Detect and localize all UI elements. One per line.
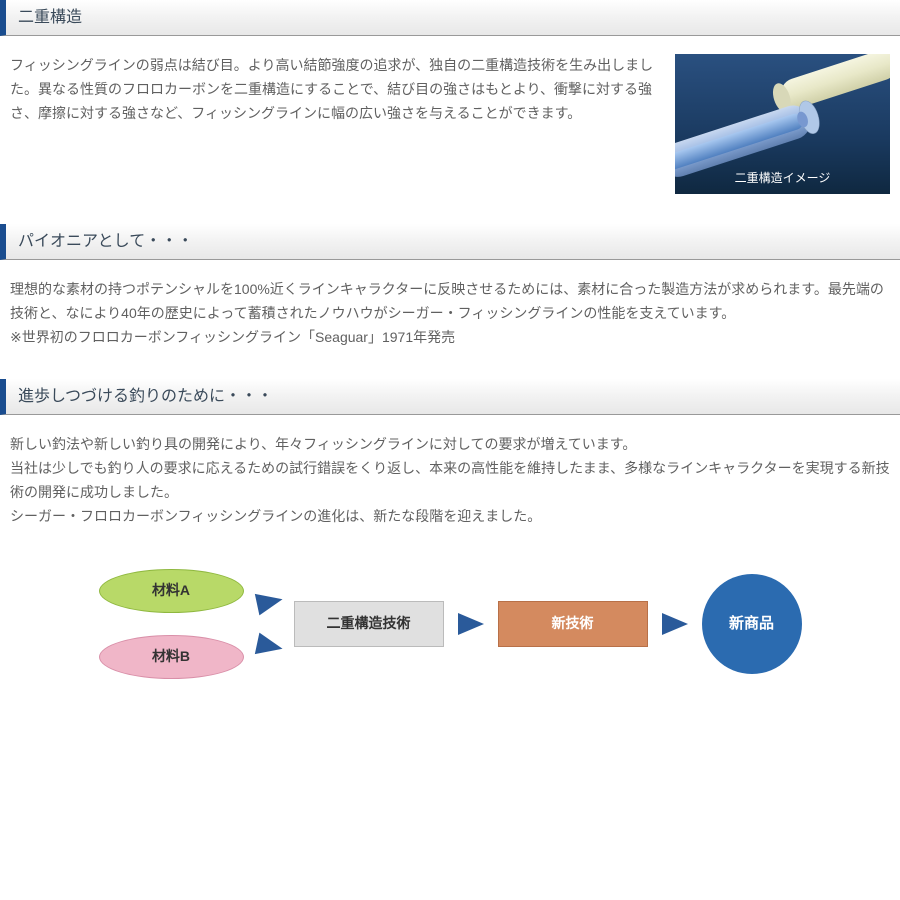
arrow-icon: [254, 588, 284, 615]
node-product: 新商品: [702, 574, 802, 674]
section-body: 新しい釣法や新しい釣り具の開発により、年々フィッシングラインに対しての要求が増え…: [0, 433, 900, 708]
materials-group: 材料A 材料B: [99, 569, 244, 679]
image-caption: 二重構造イメージ: [675, 168, 890, 188]
body-text: 理想的な素材の持つポテンシャルを100%近くラインキャラクターに反映させるために…: [10, 278, 890, 349]
section-body: 理想的な素材の持つポテンシャルを100%近くラインキャラクターに反映させるために…: [0, 278, 900, 349]
section-header: パイオニアとして・・・: [0, 224, 900, 260]
section-body: フィッシングラインの弱点は結び目。より高い結節強度の追求が、独自の二重構造技術を…: [0, 54, 900, 194]
arrow-icon: [662, 613, 688, 635]
double-structure-image: 二重構造イメージ: [675, 54, 890, 194]
section-title: パイオニアとして・・・: [18, 228, 193, 255]
body-text: 新しい釣法や新しい釣り具の開発により、年々フィッシングラインに対しての要求が増え…: [10, 433, 890, 528]
section-header: 進歩しつづける釣りのために・・・: [0, 379, 900, 415]
node-material-a: 材料A: [99, 569, 244, 613]
node-tech: 二重構造技術: [294, 601, 444, 647]
arrow-icon: [254, 632, 284, 659]
section-title: 進歩しつづける釣りのために・・・: [18, 383, 273, 410]
section-double-structure: 二重構造 フィッシングラインの弱点は結び目。より高い結節強度の追求が、独自の二重…: [0, 0, 900, 194]
section-pioneer: パイオニアとして・・・ 理想的な素材の持つポテンシャルを100%近くラインキャラ…: [0, 224, 900, 349]
flow-diagram: 材料A 材料B 二重構造技術 新技術 新商品: [10, 559, 890, 709]
node-newtech: 新技術: [498, 601, 648, 647]
section-progress: 進歩しつづける釣りのために・・・ 新しい釣法や新しい釣り具の開発により、年々フィ…: [0, 379, 900, 708]
arrows-converge: [256, 587, 282, 661]
node-material-b: 材料B: [99, 635, 244, 679]
diagram-image-container: 二重構造イメージ: [675, 54, 890, 194]
section-header: 二重構造: [0, 0, 900, 36]
section-title: 二重構造: [18, 4, 82, 31]
arrow-icon: [458, 613, 484, 635]
body-text: フィッシングラインの弱点は結び目。より高い結節強度の追求が、独自の二重構造技術を…: [10, 54, 675, 125]
